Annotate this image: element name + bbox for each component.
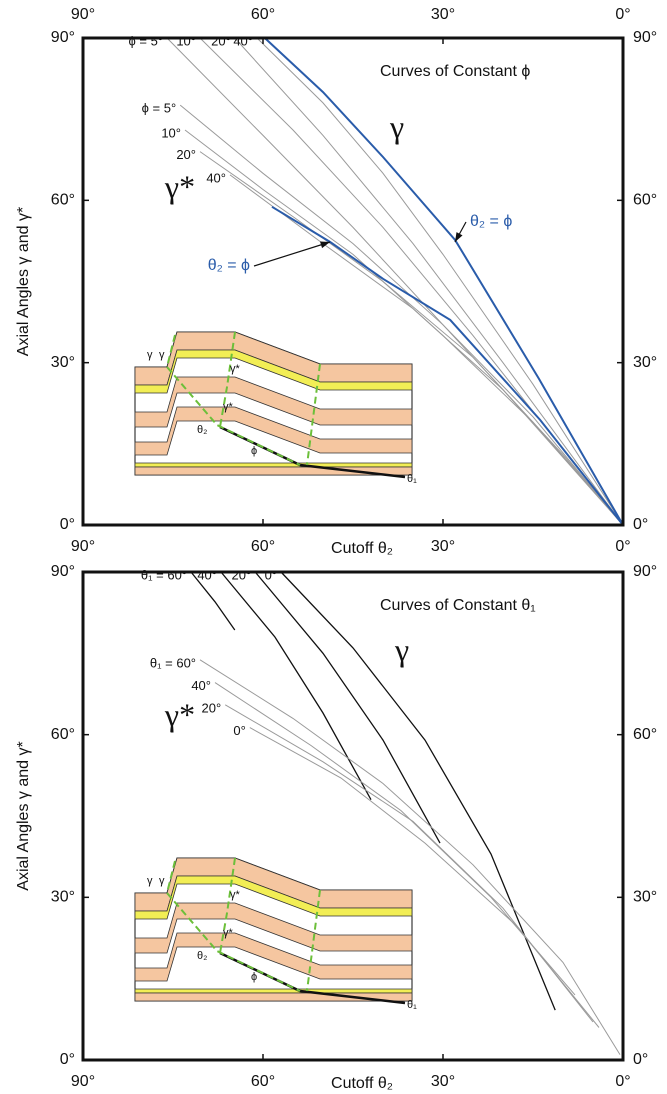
series-line bbox=[249, 727, 600, 1028]
y-tick-label: 90° bbox=[51, 29, 75, 46]
panel-title: Curves of Constant θ₁ bbox=[380, 597, 536, 614]
gamma-label: γ bbox=[394, 631, 409, 667]
series-label: 20° bbox=[202, 700, 222, 715]
plot-frame bbox=[81, 36, 625, 527]
inset-label: γ bbox=[159, 349, 165, 361]
y-tick-label: 60° bbox=[51, 192, 75, 209]
x-tick-label: 30° bbox=[431, 6, 455, 23]
y-tick-label: 90° bbox=[51, 563, 75, 580]
x-tick-label: 60° bbox=[251, 1073, 275, 1090]
y-axis-label: Axial Angles γ and γ* bbox=[15, 741, 32, 890]
series-line bbox=[264, 37, 624, 526]
plot-layer bbox=[166, 37, 624, 526]
inset-label: γ bbox=[159, 875, 165, 887]
arrow-label: θ₂ = ϕ bbox=[470, 213, 512, 230]
inset-label: ϕ bbox=[251, 971, 257, 983]
inset-diagram: γ γ γ* γ* θ₂ ϕ θ₁ bbox=[133, 330, 417, 485]
arrow bbox=[253, 241, 331, 267]
arrow-head bbox=[455, 232, 463, 242]
x-tick-label: 30° bbox=[431, 1073, 455, 1090]
series-line bbox=[190, 571, 236, 631]
plot-frame bbox=[81, 570, 625, 1062]
y-axis-label: Axial Angles γ and γ* bbox=[15, 207, 32, 356]
series-label: 10° bbox=[176, 33, 196, 48]
x-tick-label: 60° bbox=[251, 538, 275, 555]
y-tick-label: 0° bbox=[633, 516, 648, 533]
gamma-label: γ bbox=[389, 108, 404, 144]
inset-label: γ* bbox=[230, 363, 241, 375]
series-label: 40° bbox=[233, 33, 253, 48]
y-tick-label: 60° bbox=[51, 726, 75, 743]
series-line bbox=[179, 104, 624, 526]
series-line bbox=[256, 37, 624, 526]
series-label: 40° bbox=[206, 170, 226, 185]
gamma-star-label: γ* bbox=[164, 168, 195, 204]
arrow-label: θ₂ = ϕ bbox=[208, 257, 250, 274]
inset-label: θ₂ bbox=[197, 424, 207, 436]
series-label: 20° bbox=[232, 567, 252, 582]
y-tick-label: 0° bbox=[633, 1051, 648, 1068]
y-tick-label: 60° bbox=[633, 726, 657, 743]
series-line bbox=[234, 37, 624, 526]
y-tick-label: 30° bbox=[633, 354, 657, 371]
series-line bbox=[254, 571, 441, 844]
y-tick-label: 30° bbox=[633, 889, 657, 906]
x-tick-label: 90° bbox=[71, 6, 95, 23]
inset-label: θ₁ bbox=[407, 473, 417, 485]
series-line bbox=[199, 151, 624, 526]
series-line bbox=[199, 659, 621, 1055]
series-line bbox=[184, 129, 624, 526]
x-axis-label: Cutoff θ₂ bbox=[331, 1075, 393, 1092]
plot-layer bbox=[190, 571, 621, 1055]
series-label: ϕ = 5° bbox=[142, 101, 177, 116]
y-tick-label: 60° bbox=[633, 192, 657, 209]
series-label: 0° bbox=[265, 567, 277, 582]
inset-art bbox=[133, 330, 414, 479]
series-label: θ₁ = 60° bbox=[141, 567, 187, 582]
x-tick-label: 30° bbox=[431, 538, 455, 555]
x-axis-label: Cutoff θ₂ bbox=[331, 540, 393, 557]
y-tick-label: 30° bbox=[51, 354, 75, 371]
series-line bbox=[229, 174, 624, 526]
inset-label: γ* bbox=[223, 401, 234, 413]
y-tick-label: 90° bbox=[633, 563, 657, 580]
inset-label: γ bbox=[147, 875, 153, 887]
series-line bbox=[280, 571, 556, 1011]
inset-diagram: γ γ γ* γ* θ₂ ϕ θ₁ bbox=[133, 856, 417, 1011]
y-tick-label: 90° bbox=[633, 29, 657, 46]
gamma-star-label: γ* bbox=[164, 696, 195, 732]
inset-label: γ* bbox=[223, 927, 234, 939]
inset-label: γ* bbox=[230, 889, 241, 901]
series-label: 10° bbox=[161, 125, 181, 140]
series-label: 0° bbox=[233, 723, 245, 738]
x-tick-label: 0° bbox=[615, 6, 630, 23]
series-label: 20° bbox=[176, 147, 196, 162]
arrow-head bbox=[320, 241, 330, 249]
x-tick-label: 90° bbox=[71, 1073, 95, 1090]
series-label: ϕ = 5° bbox=[128, 33, 163, 48]
inset-label: θ₂ bbox=[197, 950, 207, 962]
inset-label: ϕ bbox=[251, 445, 257, 457]
panel-title: Curves of Constant ϕ bbox=[380, 63, 530, 80]
inset-label: γ bbox=[147, 349, 153, 361]
y-tick-label: 30° bbox=[51, 889, 75, 906]
y-tick-label: 0° bbox=[60, 1051, 75, 1068]
series-label: 20° bbox=[211, 33, 231, 48]
x-tick-label: 60° bbox=[251, 6, 275, 23]
x-tick-label: 0° bbox=[615, 538, 630, 555]
series-line bbox=[271, 205, 624, 526]
inset-label: θ₁ bbox=[407, 999, 417, 1011]
y-tick-label: 0° bbox=[60, 516, 75, 533]
series-line bbox=[220, 571, 372, 801]
x-tick-label: 0° bbox=[615, 1073, 630, 1090]
inset-art bbox=[133, 856, 414, 1005]
series-label: θ₁ = 60° bbox=[150, 655, 196, 670]
x-tick-label: 90° bbox=[71, 538, 95, 555]
series-label: 40° bbox=[197, 567, 217, 582]
series-label: 40° bbox=[191, 678, 211, 693]
